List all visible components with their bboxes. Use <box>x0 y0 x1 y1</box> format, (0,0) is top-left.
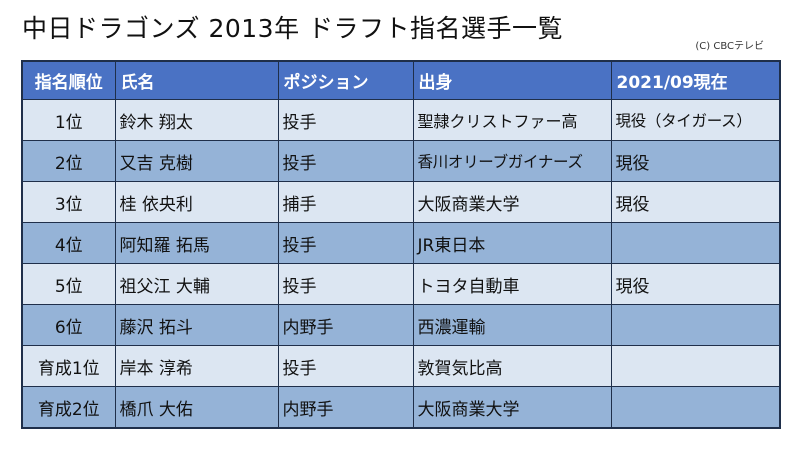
origin-cell: トヨタ自動車 <box>412 263 612 305</box>
table-row: 6位 藤沢 拓斗 内野手 西濃運輸 <box>21 304 781 346</box>
origin-cell: JR東日本 <box>412 222 612 264</box>
header-rank: 指名順位 <box>21 60 116 100</box>
origin-cell: 香川オリーブガイナーズ <box>412 140 612 182</box>
name-cell: 藤沢 拓斗 <box>114 304 279 346</box>
copyright-credit: (C) CBCテレビ <box>695 41 764 52</box>
rank-cell: 5位 <box>21 263 116 305</box>
origin-cell: 大阪商業大学 <box>412 181 612 223</box>
status-cell: 現役（タイガース） <box>610 99 781 141</box>
header-position: ポジション <box>277 60 414 100</box>
rank-cell: 4位 <box>21 222 116 264</box>
rank-cell: 6位 <box>21 304 116 346</box>
name-cell: 岸本 淳希 <box>114 345 279 387</box>
origin-cell: 敦賀気比高 <box>412 345 612 387</box>
status-cell: 現役 <box>610 263 781 305</box>
status-cell <box>610 222 781 264</box>
origin-cell: 西濃運輸 <box>412 304 612 346</box>
status-cell <box>610 386 781 429</box>
status-cell: 現役 <box>610 140 781 182</box>
draft-picks-table: 指名順位 氏名 ポジション 出身 2021/09現在 1位 鈴木 翔太 投手 聖… <box>21 60 781 429</box>
table-row: 育成1位 岸本 淳希 投手 敦賀気比高 <box>21 345 781 387</box>
rank-cell: 1位 <box>21 99 116 141</box>
rank-cell: 3位 <box>21 181 116 223</box>
table-row: 3位 桂 依央利 捕手 大阪商業大学 現役 <box>21 181 781 223</box>
table-row: 5位 祖父江 大輔 投手 トヨタ自動車 現役 <box>21 263 781 305</box>
rank-cell: 育成1位 <box>21 345 116 387</box>
name-cell: 鈴木 翔太 <box>114 99 279 141</box>
position-cell: 投手 <box>277 263 414 305</box>
table-row: 4位 阿知羅 拓馬 投手 JR東日本 <box>21 222 781 264</box>
name-cell: 橋爪 大佑 <box>114 386 279 429</box>
position-cell: 内野手 <box>277 386 414 429</box>
table-row: 育成2位 橋爪 大佑 内野手 大阪商業大学 <box>21 386 781 429</box>
name-cell: 阿知羅 拓馬 <box>114 222 279 264</box>
header-status: 2021/09現在 <box>610 60 781 100</box>
table-header-row: 指名順位 氏名 ポジション 出身 2021/09現在 <box>21 60 781 100</box>
header-origin: 出身 <box>412 60 612 100</box>
status-cell: 現役 <box>610 181 781 223</box>
origin-cell: 聖隷クリストファー高 <box>412 99 612 141</box>
position-cell: 投手 <box>277 222 414 264</box>
origin-cell: 大阪商業大学 <box>412 386 612 429</box>
position-cell: 投手 <box>277 345 414 387</box>
status-cell <box>610 304 781 346</box>
table-row: 2位 又吉 克樹 投手 香川オリーブガイナーズ 現役 <box>21 140 781 182</box>
position-cell: 投手 <box>277 140 414 182</box>
position-cell: 投手 <box>277 99 414 141</box>
table-row: 1位 鈴木 翔太 投手 聖隷クリストファー高 現役（タイガース） <box>21 99 781 141</box>
name-cell: 桂 依央利 <box>114 181 279 223</box>
rank-cell: 育成2位 <box>21 386 116 429</box>
position-cell: 内野手 <box>277 304 414 346</box>
rank-cell: 2位 <box>21 140 116 182</box>
page-title: 中日ドラゴンズ 2013年 ドラフト指名選手一覧 <box>22 14 564 43</box>
name-cell: 祖父江 大輔 <box>114 263 279 305</box>
header-name: 氏名 <box>114 60 279 100</box>
status-cell <box>610 345 781 387</box>
position-cell: 捕手 <box>277 181 414 223</box>
name-cell: 又吉 克樹 <box>114 140 279 182</box>
